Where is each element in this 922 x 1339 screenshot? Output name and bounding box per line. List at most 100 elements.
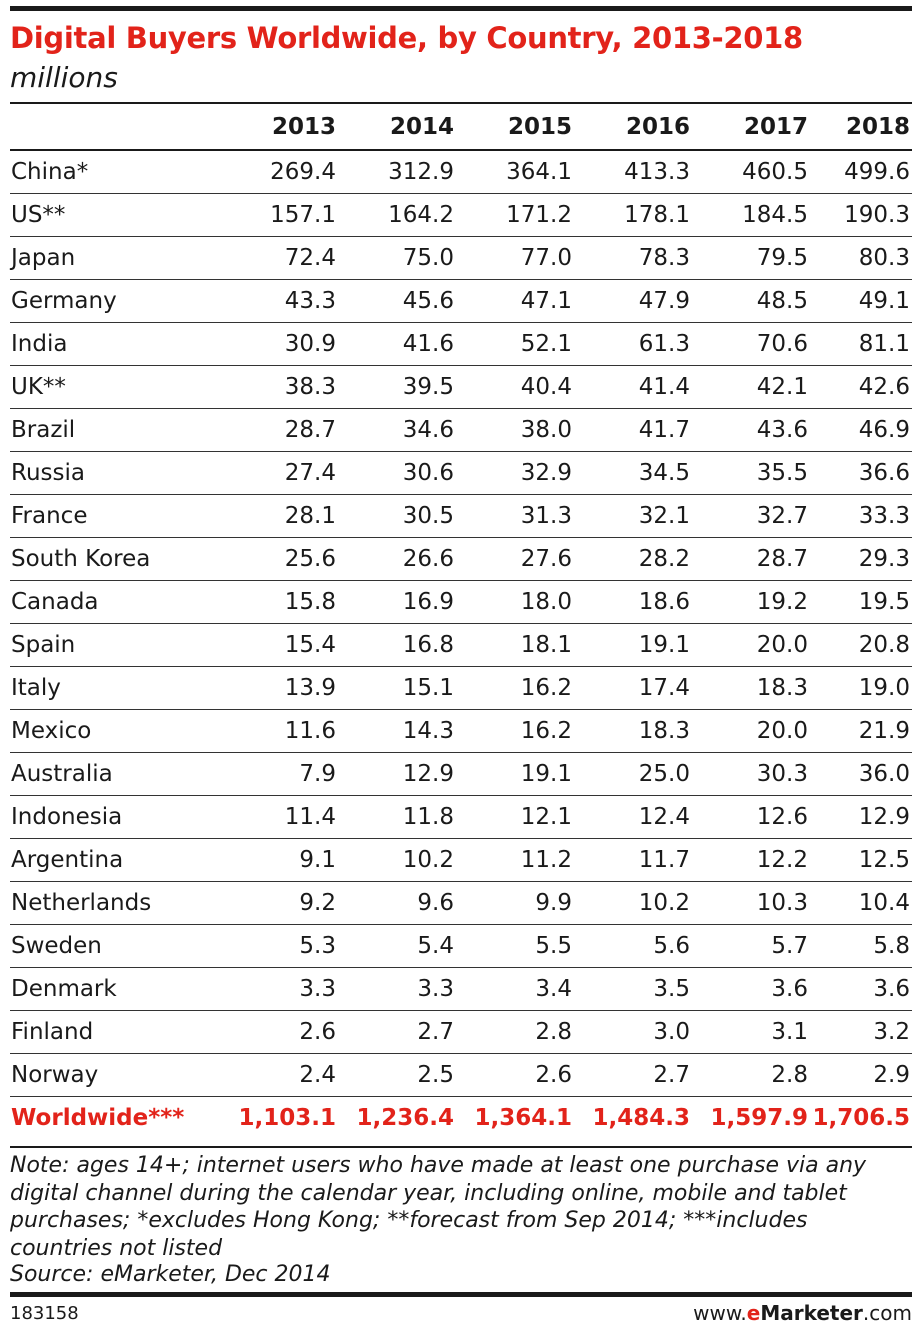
- emarketer-logo: www.eMarketer.com: [693, 1301, 912, 1325]
- table-row: Australia 7.9 12.9 19.1 25.0 30.3 36.0: [10, 752, 912, 795]
- value-cell: 184.5: [742, 201, 808, 228]
- value-cell: 30.9: [284, 330, 336, 357]
- country-label: Spain: [11, 631, 76, 658]
- value-cell: 36.6: [858, 459, 910, 486]
- table-row: Argentina 9.1 10.2 11.2 11.7 12.2 12.5: [10, 838, 912, 881]
- value-cell: 21.9: [858, 717, 910, 744]
- value-cell: 10.2: [638, 889, 690, 916]
- value-cell: 9.1: [299, 846, 336, 873]
- value-cell: 42.6: [858, 373, 910, 400]
- chart-subtitle: millions: [10, 61, 118, 94]
- value-cell: 11.2: [520, 846, 572, 873]
- value-cell: 14.3: [402, 717, 454, 744]
- value-cell: 20.0: [756, 631, 808, 658]
- column-header-2016: 2016: [625, 113, 690, 140]
- column-header-2015: 2015: [507, 113, 572, 140]
- country-label: Denmark: [11, 975, 117, 1002]
- column-header-2014: 2014: [389, 113, 454, 140]
- table-body: China* 269.4 312.9 364.1 413.3 460.5 499.6 US**…: [10, 150, 912, 1139]
- value-cell: 25.6: [284, 545, 336, 572]
- value-cell: 3.4: [535, 975, 572, 1002]
- value-cell: 31.3: [520, 502, 572, 529]
- value-cell: 312.9: [388, 158, 454, 185]
- value-cell: 18.3: [756, 674, 808, 701]
- value-cell: 15.1: [402, 674, 454, 701]
- value-cell: 2.7: [417, 1018, 454, 1045]
- value-cell: 11.6: [284, 717, 336, 744]
- brand-name: Marketer: [760, 1301, 863, 1325]
- country-label: Finland: [11, 1018, 94, 1045]
- value-cell: 48.5: [756, 287, 808, 314]
- country-label: Brazil: [11, 416, 76, 443]
- brand-e: e: [746, 1301, 761, 1325]
- value-cell: 80.3: [858, 244, 910, 271]
- table-row: Germany 43.3 45.6 47.1 47.9 48.5 49.1: [10, 279, 912, 322]
- value-cell: 19.1: [520, 760, 572, 787]
- value-cell: 10.3: [756, 889, 808, 916]
- value-cell: 5.3: [299, 932, 336, 959]
- value-cell: 413.3: [624, 158, 690, 185]
- value-cell: 499.6: [844, 158, 910, 185]
- value-cell: 16.2: [520, 674, 572, 701]
- table-source: Source: eMarketer, Dec 2014: [10, 1262, 331, 1287]
- country-label: Netherlands: [11, 889, 152, 916]
- value-cell: 364.1: [506, 158, 572, 185]
- value-cell: 26.6: [402, 545, 454, 572]
- country-label: Russia: [11, 459, 85, 486]
- value-cell: 20.8: [858, 631, 910, 658]
- value-cell: 157.1: [270, 201, 336, 228]
- value-cell: 27.4: [284, 459, 336, 486]
- value-cell: 13.9: [284, 674, 336, 701]
- country-label: Japan: [11, 244, 76, 271]
- value-cell: 33.3: [858, 502, 910, 529]
- value-cell: 38.0: [520, 416, 572, 443]
- total-value-cell: 1,236.4: [356, 1104, 455, 1131]
- value-cell: 28.7: [284, 416, 336, 443]
- total-value-cell: 1,103.1: [238, 1104, 337, 1131]
- table-row: Norway 2.4 2.5 2.6 2.7 2.8 2.9: [10, 1053, 912, 1096]
- value-cell: 77.0: [520, 244, 572, 271]
- value-cell: 28.1: [284, 502, 336, 529]
- table-row: South Korea 25.6 26.6 27.6 28.2 28.7 29.3: [10, 537, 912, 580]
- value-cell: 75.0: [402, 244, 454, 271]
- value-cell: 15.4: [284, 631, 336, 658]
- value-cell: 9.9: [535, 889, 572, 916]
- value-cell: 16.8: [402, 631, 454, 658]
- value-cell: 2.4: [299, 1061, 336, 1088]
- value-cell: 32.7: [756, 502, 808, 529]
- value-cell: 46.9: [858, 416, 910, 443]
- footer-rule: [10, 1292, 912, 1297]
- value-cell: 36.0: [858, 760, 910, 787]
- value-cell: 40.4: [520, 373, 572, 400]
- country-label: Germany: [11, 287, 117, 314]
- total-value-cell: 1,364.1: [474, 1104, 573, 1131]
- value-cell: 38.3: [284, 373, 336, 400]
- table-row: Canada 15.8 16.9 18.0 18.6 19.2 19.5: [10, 580, 912, 623]
- value-cell: 79.5: [756, 244, 808, 271]
- value-cell: 28.2: [638, 545, 690, 572]
- value-cell: 28.7: [756, 545, 808, 572]
- country-label: Norway: [11, 1061, 99, 1088]
- value-cell: 19.0: [858, 674, 910, 701]
- value-cell: 41.7: [638, 416, 690, 443]
- value-cell: 2.7: [653, 1061, 690, 1088]
- value-cell: 460.5: [742, 158, 808, 185]
- table-row: India 30.9 41.6 52.1 61.3 70.6 81.1: [10, 322, 912, 365]
- value-cell: 12.9: [858, 803, 910, 830]
- notes-top-rule: [10, 1146, 912, 1148]
- value-cell: 11.4: [284, 803, 336, 830]
- value-cell: 34.5: [638, 459, 690, 486]
- value-cell: 47.1: [520, 287, 572, 314]
- value-cell: 61.3: [638, 330, 690, 357]
- value-cell: 12.1: [520, 803, 572, 830]
- value-cell: 10.2: [402, 846, 454, 873]
- header-row: 2013 2014 2015 2016 2017 2018: [10, 104, 912, 150]
- country-label: Australia: [11, 760, 113, 787]
- value-cell: 5.4: [417, 932, 454, 959]
- value-cell: 41.6: [402, 330, 454, 357]
- value-cell: 12.9: [402, 760, 454, 787]
- value-cell: 42.1: [756, 373, 808, 400]
- top-rule: [10, 6, 912, 11]
- value-cell: 49.1: [858, 287, 910, 314]
- table-row: UK** 38.3 39.5 40.4 41.4 42.1 42.6: [10, 365, 912, 408]
